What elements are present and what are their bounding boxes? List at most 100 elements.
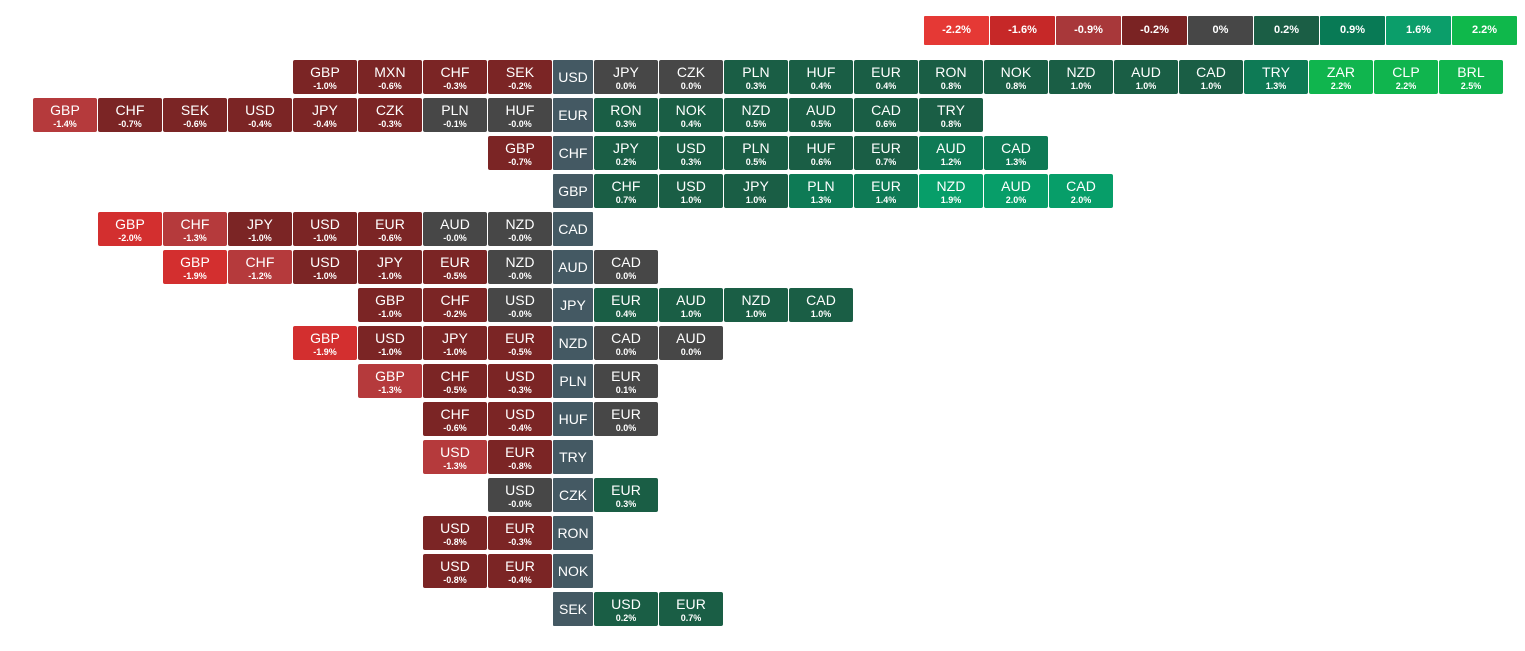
pair-currency: CAD [1196,64,1226,80]
pair-change: -0.0% [508,119,532,129]
pair-currency: EUR [676,596,706,612]
pair-cell: GBP -0.7% [488,136,552,170]
pair-change: 1.0% [680,195,702,205]
pair-cell: NZD -0.0% [488,250,552,284]
pair-change: 0.3% [615,499,637,509]
pair-change: -1.3% [378,385,402,395]
pair-cell: MXN -0.6% [358,60,422,94]
pair-cell: CAD 0.6% [854,98,918,132]
pair-currency: CHF [440,64,470,80]
pair-cell: PLN 1.3% [789,174,853,208]
pair-currency: AUD [936,140,966,156]
pair-cell: HUF 0.4% [789,60,853,94]
pair-currency: USD [310,216,340,232]
legend-step: -0.9% [1056,16,1121,45]
pair-cell: BRL 2.5% [1439,60,1503,94]
pair-currency: CHF [115,102,145,118]
pair-cell: JPY -0.4% [293,98,357,132]
pair-currency: AUD [676,330,706,346]
pair-currency: USD [505,482,535,498]
legend-step: -2.2% [924,16,989,45]
pair-cell: PLN -0.1% [423,98,487,132]
pair-change: 0.4% [810,81,832,91]
pair-cell: CHF -0.5% [423,364,487,398]
pair-cell: EUR 0.4% [594,288,658,322]
pair-cell: EUR -0.8% [488,440,552,474]
pair-cell: AUD 1.0% [659,288,723,322]
pair-change: -0.0% [508,499,532,509]
pair-cell: GBP -1.0% [358,288,422,322]
pair-change: -0.5% [508,347,532,357]
pair-change: 2.2% [1395,81,1417,91]
pair-change: 1.2% [940,157,962,167]
pair-cell: CHF -1.3% [163,212,227,246]
pair-cell: CAD 1.3% [984,136,1048,170]
pair-change: 0.8% [940,81,962,91]
pair-cell: GBP -1.4% [33,98,97,132]
pair-change: -0.3% [443,81,467,91]
pair-cell: JPY 0.0% [594,60,658,94]
pair-cell: TRY 1.3% [1244,60,1308,94]
pair-currency: TRY [1261,64,1291,80]
pair-change: 1.4% [875,195,897,205]
pair-cell: GBP -1.9% [293,326,357,360]
pair-cell: NOK 0.8% [984,60,1048,94]
pair-cell: USD 0.3% [659,136,723,170]
pair-currency: USD [375,330,405,346]
pair-currency: JPY [613,140,639,156]
base-currency: PLN [553,364,593,398]
pair-change: -0.8% [508,461,532,471]
pair-cell: CHF -0.7% [98,98,162,132]
pair-currency: EUR [505,558,535,574]
base-currency: AUD [553,250,593,284]
pair-change: 0.5% [745,157,767,167]
pair-change: -0.0% [508,309,532,319]
pair-cell: AUD 0.0% [659,326,723,360]
base-currency: USD [553,60,593,94]
pair-cell: NZD 1.9% [919,174,983,208]
pair-change: -1.9% [313,347,337,357]
pair-cell: USD -1.3% [423,440,487,474]
pair-cell: HUF -0.0% [488,98,552,132]
pair-cell: GBP -1.0% [293,60,357,94]
pair-currency: CHF [440,368,470,384]
base-currency: NZD [553,326,593,360]
pair-cell: RON 0.8% [919,60,983,94]
pair-currency: GBP [375,292,405,308]
pair-currency: PLN [742,64,770,80]
pair-currency: SEK [180,102,210,118]
pair-currency: RON [935,64,967,80]
pair-cell: NOK 0.4% [659,98,723,132]
pair-cell: RON 0.3% [594,98,658,132]
pair-change: -0.8% [443,575,467,585]
pair-change: 0.7% [615,195,637,205]
pair-cell: NZD -0.0% [488,212,552,246]
legend-step: 0% [1188,16,1253,45]
base-currency: EUR [553,98,593,132]
pair-currency: CHF [440,406,470,422]
pair-currency: GBP [375,368,405,384]
pair-cell: EUR 0.1% [594,364,658,398]
pair-cell: CHF 0.7% [594,174,658,208]
pair-cell: USD -0.0% [488,288,552,322]
pair-change: -0.0% [508,233,532,243]
pair-cell: NZD 1.0% [724,288,788,322]
pair-change: -0.3% [378,119,402,129]
pair-cell: EUR 0.7% [854,136,918,170]
pair-currency: EUR [611,482,641,498]
pair-cell: GBP -2.0% [98,212,162,246]
pair-currency: USD [676,140,706,156]
pair-currency: BRL [1457,64,1485,80]
pair-cell: USD -0.3% [488,364,552,398]
pair-cell: PLN 0.5% [724,136,788,170]
pair-currency: USD [440,520,470,536]
pair-change: 0.0% [615,423,637,433]
pair-cell: HUF 0.6% [789,136,853,170]
pair-currency: EUR [505,330,535,346]
pair-change: 0.0% [615,81,637,91]
pair-currency: GBP [310,64,340,80]
pair-cell: EUR 0.0% [594,402,658,436]
pair-change: 0.5% [745,119,767,129]
legend-step: 0.2% [1254,16,1319,45]
